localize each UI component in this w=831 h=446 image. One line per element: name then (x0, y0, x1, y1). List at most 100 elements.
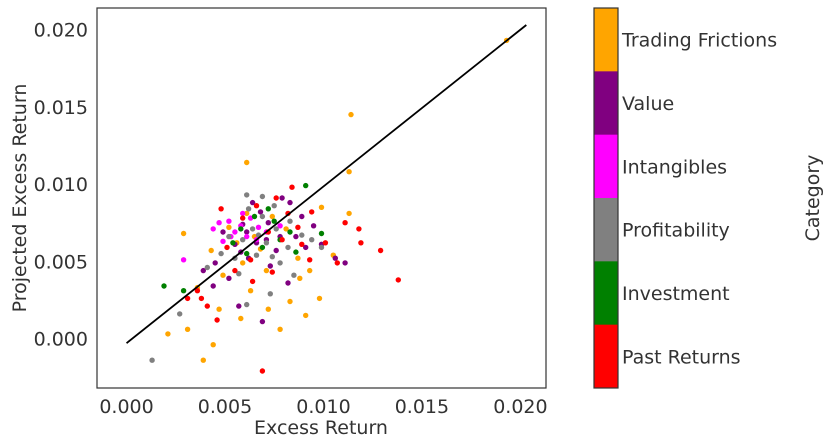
scatter-point (287, 298, 293, 305)
scatter-point (293, 249, 299, 255)
scatter-point (218, 250, 224, 257)
scatter-point (283, 226, 289, 232)
scatter-point (226, 218, 232, 224)
scatter-point (322, 240, 329, 246)
x-tick-label: 0.000 (99, 396, 153, 418)
scatter-point (216, 220, 222, 226)
scatter-point (210, 226, 216, 232)
scatter-point (226, 275, 232, 281)
scatter-point (240, 215, 246, 221)
scatter-point (295, 224, 301, 230)
plot-frame (96, 7, 547, 389)
x-tick-label: 0.020 (493, 396, 547, 418)
colorbar-segment (594, 134, 618, 199)
scatter-point (318, 230, 325, 237)
scatter-point (277, 326, 283, 332)
scatter-point (299, 241, 305, 247)
scatter-point (249, 278, 256, 285)
colorbar-title: Category (802, 155, 824, 242)
scatter-point (253, 252, 260, 258)
scatter-point (346, 169, 352, 175)
scatter-point (161, 283, 167, 289)
scatter-point (299, 213, 305, 220)
scatter-point (265, 206, 271, 212)
scatter-point (180, 230, 187, 237)
scatter-point (240, 237, 246, 243)
colorbar-label: Past Returns (622, 346, 741, 368)
scatter-point (230, 240, 236, 246)
scatter-point (310, 223, 317, 229)
scatter-point (224, 244, 230, 251)
y-tick-label: 0.015 (34, 97, 88, 119)
reference-line (125, 24, 527, 344)
colorbar-label: Value (622, 93, 674, 115)
scatter-point (216, 306, 222, 312)
scatter-point (220, 238, 226, 244)
scatter-point (244, 250, 250, 257)
scatter-point (291, 272, 297, 278)
colorbar-labels: Trading Frictions Value Intangibles Profita… (621, 30, 777, 369)
scatter-point (285, 280, 291, 286)
plot-area (96, 7, 547, 389)
scatter-point (244, 229, 250, 235)
scatter-point (232, 267, 238, 274)
scatter-point (249, 226, 256, 232)
scatter-point (244, 301, 250, 308)
scatter-point (247, 288, 254, 294)
scatter-point (265, 220, 271, 226)
scatter-point (263, 240, 270, 246)
colorbar-segment (594, 324, 618, 389)
scatter-point (177, 311, 183, 317)
scatter-point (269, 213, 275, 220)
scatter-point (244, 233, 250, 240)
scatter-point (307, 257, 313, 263)
scatter-point (277, 223, 283, 229)
scatter-point (303, 182, 309, 189)
scatter-point (253, 203, 260, 209)
scatter-point (259, 193, 266, 200)
scatter-point (198, 295, 205, 302)
scatter-point (395, 277, 401, 283)
scatter-point (377, 247, 384, 254)
scatter-point (220, 272, 226, 278)
scatter-point (279, 237, 285, 243)
scatter-point (218, 206, 224, 212)
y-axis-title: Projected Excess Return (9, 84, 31, 313)
colorbar-frame (593, 7, 619, 389)
scatter-point (200, 267, 206, 274)
y-tick-label: 0.000 (34, 329, 88, 351)
scatter-point (238, 226, 244, 232)
colorbar-segment (594, 8, 618, 72)
scatter-point (273, 195, 279, 201)
scatter-point (287, 218, 293, 224)
scatter-point (342, 220, 348, 226)
scatter-point (307, 267, 313, 274)
scatter-point (210, 283, 216, 289)
scatter-point (303, 244, 309, 251)
scatter-point (180, 288, 187, 294)
scatter-point (204, 303, 210, 309)
scatter-point (236, 271, 242, 277)
scatter-point (269, 269, 275, 275)
scatter-point (220, 229, 226, 235)
scatter-point (277, 260, 283, 266)
scatter-point (200, 357, 206, 363)
x-axis-title: Excess Return (254, 417, 388, 439)
points-layer (149, 37, 510, 374)
scatter-point (287, 229, 293, 235)
colorbar-label: Intangibles (622, 156, 727, 178)
colorbar-segments (594, 8, 618, 389)
scatter-point (346, 210, 352, 217)
scatter-point (259, 318, 266, 325)
scatter-point (299, 232, 305, 238)
scatter-point (259, 213, 266, 220)
scatter-point (332, 255, 338, 261)
colorbar-label: Investment (622, 283, 730, 305)
scatter-point (180, 257, 187, 263)
x-tick-label: 0.005 (198, 396, 252, 418)
scatter-point (271, 203, 277, 209)
scatter-point (245, 206, 252, 212)
colorbar-label: Profitability (622, 220, 730, 242)
scatter-point (214, 317, 220, 323)
